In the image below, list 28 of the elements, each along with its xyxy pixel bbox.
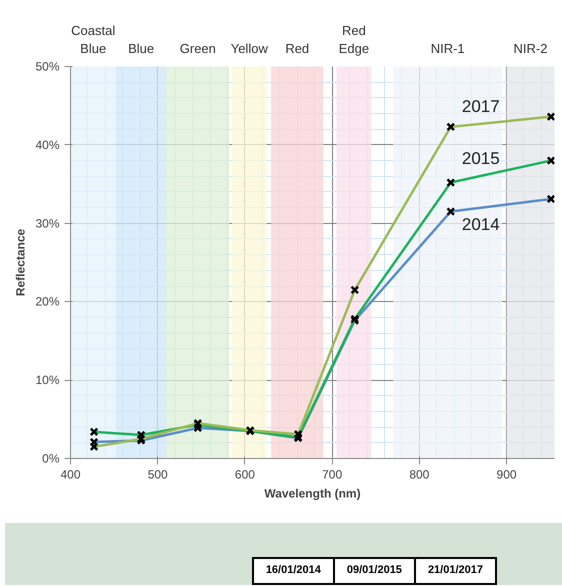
y-tick-label: 0% [42, 452, 60, 466]
series-label: 2014 [462, 214, 500, 234]
text: 21/01/2017 [414, 558, 496, 584]
y-tick-label: 20% [35, 294, 60, 309]
band-label: Blue [128, 41, 154, 56]
x-tick-label: 800 [409, 468, 430, 482]
text: 09/01/2015 [334, 558, 415, 584]
x-tick-label: 900 [496, 468, 517, 482]
series-label: 2015 [462, 148, 500, 168]
band-label: Coastal Blue [71, 23, 116, 56]
band-label: NIR-2 [514, 41, 548, 56]
band-label: NIR-1 [430, 41, 465, 56]
text: 16/01/2014 [252, 558, 334, 584]
x-tick-label: 500 [148, 468, 168, 482]
x-axis-title: Wavelength (nm) [264, 486, 361, 500]
band-label: Red Edge [338, 23, 370, 56]
band-label: Yellow [230, 41, 268, 56]
y-axis-title: Reflectance [13, 228, 28, 296]
x-tick-label: 700 [322, 468, 342, 482]
y-tick-label: 10% [35, 373, 60, 388]
band-label: Green [180, 41, 216, 56]
x-tick-label: 600 [234, 468, 256, 482]
x-tick-label: 400 [60, 468, 81, 482]
series-label: 2017 [462, 96, 500, 116]
y-tick-label: 30% [35, 216, 60, 230]
band-label: Red [285, 41, 310, 56]
y-tick-label: 50% [35, 60, 60, 74]
y-tick-label: 40% [35, 138, 60, 152]
